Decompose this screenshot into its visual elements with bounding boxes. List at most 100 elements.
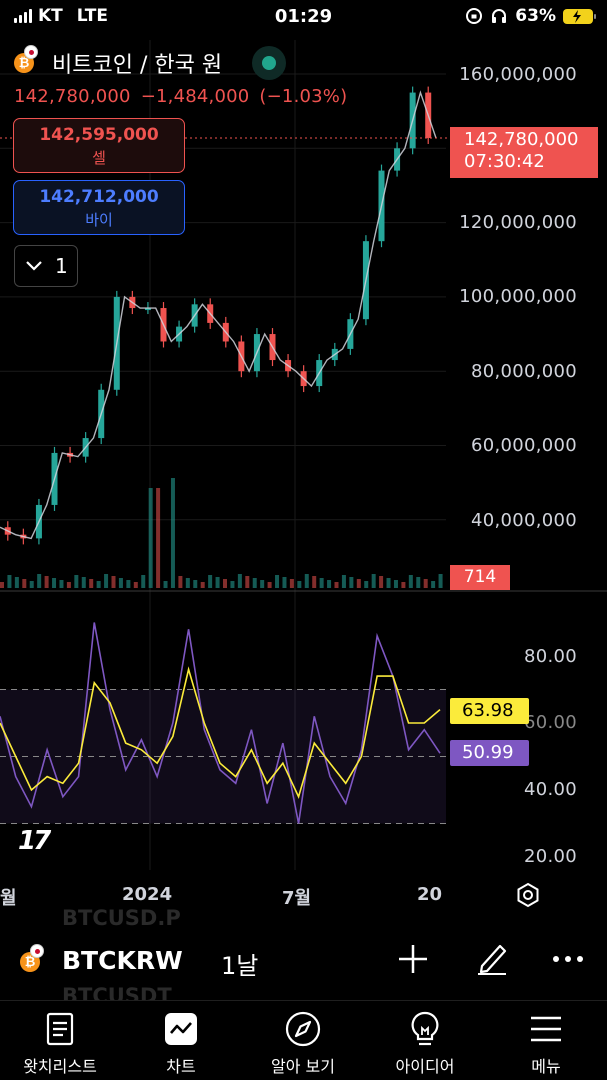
volume-bar [104, 574, 109, 588]
symbol-toolbar: ₿ BTCKRW 1날 [0, 920, 607, 1000]
rsi-ma-line [0, 666, 441, 799]
more-options-icon[interactable] [550, 944, 586, 974]
tab-label: 알아 보기 [271, 1057, 335, 1076]
chart-area[interactable] [0, 34, 607, 914]
buy-label: 바이 [85, 211, 113, 229]
volume-bar [126, 580, 131, 588]
time-axis-label: 2024 [122, 884, 173, 905]
volume-bar [52, 578, 57, 588]
volume-bar [178, 576, 183, 588]
candle-body [144, 308, 151, 311]
volume-bar [371, 574, 376, 588]
rsi-axis-label: 20.00 [523, 846, 577, 867]
chevron-down-icon [26, 261, 42, 271]
volume-bar [141, 575, 146, 588]
volume-bar [275, 575, 280, 588]
carrier-label: KT [38, 6, 63, 26]
volume-bar [230, 581, 235, 588]
volume-bar [416, 577, 421, 588]
price-axis-label: 60,000,000 [470, 435, 577, 456]
plus-icon[interactable] [396, 942, 430, 976]
bitcoin-icon: ₿ [20, 944, 44, 972]
time-axis-label: 20 [417, 884, 443, 905]
tab-menu[interactable]: 메뉴 [486, 1009, 606, 1077]
volume-bar [44, 576, 49, 588]
volume-bar [200, 582, 205, 588]
rsi-value-tag: 50.99 [450, 740, 529, 766]
volume-bar [401, 582, 406, 588]
bar-countdown: 07:30:42 [464, 151, 545, 172]
rsi-line [0, 622, 441, 824]
network-label: LTE [76, 6, 109, 26]
volume-bar [304, 574, 309, 588]
volume-bar [245, 576, 250, 588]
tradingview-logo: 17 [18, 826, 51, 856]
buy-button[interactable]: 142,712,000 바이 [13, 180, 185, 235]
rsi-axis-label: 40.00 [523, 779, 577, 800]
volume-bar [408, 575, 413, 588]
interval-button[interactable]: 1날 [221, 952, 259, 980]
tab-ideas[interactable]: 아이디어 [365, 1009, 485, 1077]
volume-bar [163, 581, 168, 588]
volume-bar [252, 578, 257, 588]
volume-bar [0, 582, 4, 588]
volume-bar [379, 576, 384, 588]
menu-icon [531, 1016, 561, 1042]
volume-bar [423, 579, 428, 588]
chart-icon [165, 1013, 197, 1045]
battery-icon [563, 8, 596, 24]
tab-chart[interactable]: 차트 [121, 1009, 241, 1077]
tab-explore[interactable]: 알아 보기 [243, 1009, 363, 1077]
drawing-tools-icon[interactable] [474, 940, 510, 976]
time-axis-label: 7월 [282, 888, 312, 909]
bottom-tab-bar: 왓치리스트 차트 알아 보기 아이디어 메뉴 [0, 1000, 607, 1080]
volume-tag: 714 [450, 565, 510, 590]
buy-price: 142,712,000 [39, 187, 159, 207]
volume-bar [260, 580, 265, 588]
volume-bar [74, 575, 79, 588]
volume-bar [208, 575, 213, 588]
volume-bar [312, 576, 317, 588]
volume-bar [327, 580, 332, 588]
price-chart-canvas[interactable] [0, 34, 607, 914]
tab-label: 왓치리스트 [23, 1057, 97, 1076]
price-axis-label: 40,000,000 [470, 510, 577, 531]
status-bar: KT LTE 01:29 63% [0, 0, 607, 34]
volume-bar [148, 488, 153, 588]
tab-watchlist[interactable]: 왓치리스트 [0, 1009, 120, 1077]
sell-price: 142,595,000 [39, 125, 159, 145]
rsi-ma-tag: 63.98 [450, 698, 529, 724]
battery-percent: 63% [515, 6, 556, 26]
volume-bar [297, 581, 302, 588]
volume-bar [170, 478, 175, 588]
indicator-collapse-button[interactable]: 1 [14, 245, 78, 287]
volume-bar [431, 581, 436, 588]
tab-label: 차트 [166, 1057, 196, 1076]
volume-bar [356, 579, 361, 588]
price-change: −1,484,000 [140, 86, 250, 107]
volume-bar [386, 578, 391, 588]
symbol-header: ₿ 비트코인 / 한국 원 [14, 45, 287, 80]
status-left: KT LTE [14, 6, 108, 26]
symbol-ticker-button[interactable]: BTCKRW [62, 946, 183, 975]
volume-bar [364, 581, 369, 588]
market-status-icon[interactable] [252, 46, 287, 80]
volume-bar [215, 577, 220, 588]
time-axis-label: 월 [0, 888, 17, 909]
price-change-pct: (−1.03%) [259, 86, 348, 107]
volume-bar [223, 579, 227, 588]
volume-bar [66, 582, 71, 588]
volume-bar [156, 488, 161, 588]
volume-bar [237, 574, 242, 588]
tab-label: 메뉴 [531, 1057, 561, 1076]
chart-settings-icon[interactable] [515, 882, 541, 908]
current-price: 142,780,000 [464, 129, 579, 150]
status-time: 01:29 [274, 6, 333, 27]
volume-bar [349, 577, 354, 588]
price-axis-label: 80,000,000 [470, 361, 577, 382]
korea-flag-icon [30, 944, 44, 958]
sell-button[interactable]: 142,595,000 셀 [13, 118, 185, 173]
compass-icon [285, 1011, 321, 1047]
rsi-axis-label: 60.00 [523, 712, 577, 733]
volume-bar [14, 577, 19, 588]
